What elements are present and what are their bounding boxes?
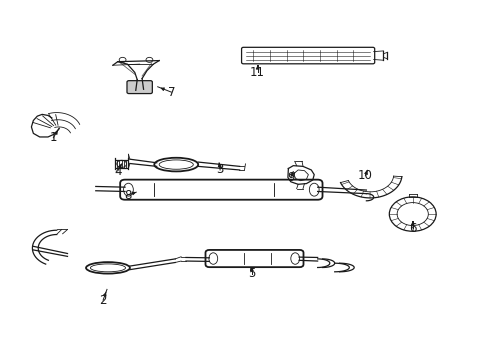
- Ellipse shape: [309, 183, 319, 196]
- Text: 6: 6: [408, 222, 416, 235]
- Text: 2: 2: [99, 294, 106, 307]
- FancyBboxPatch shape: [241, 47, 374, 64]
- Ellipse shape: [123, 183, 133, 196]
- Text: 5: 5: [247, 267, 255, 280]
- Text: 9: 9: [286, 171, 294, 184]
- FancyBboxPatch shape: [127, 81, 152, 94]
- Text: 8: 8: [123, 189, 131, 202]
- FancyBboxPatch shape: [205, 250, 303, 267]
- Text: 10: 10: [357, 169, 372, 182]
- Ellipse shape: [208, 253, 217, 264]
- Ellipse shape: [290, 253, 299, 264]
- Text: 11: 11: [250, 66, 264, 79]
- Text: 1: 1: [49, 131, 57, 144]
- Text: 4: 4: [114, 165, 121, 177]
- FancyBboxPatch shape: [120, 180, 322, 200]
- Text: 7: 7: [167, 86, 175, 99]
- Text: 3: 3: [216, 163, 224, 176]
